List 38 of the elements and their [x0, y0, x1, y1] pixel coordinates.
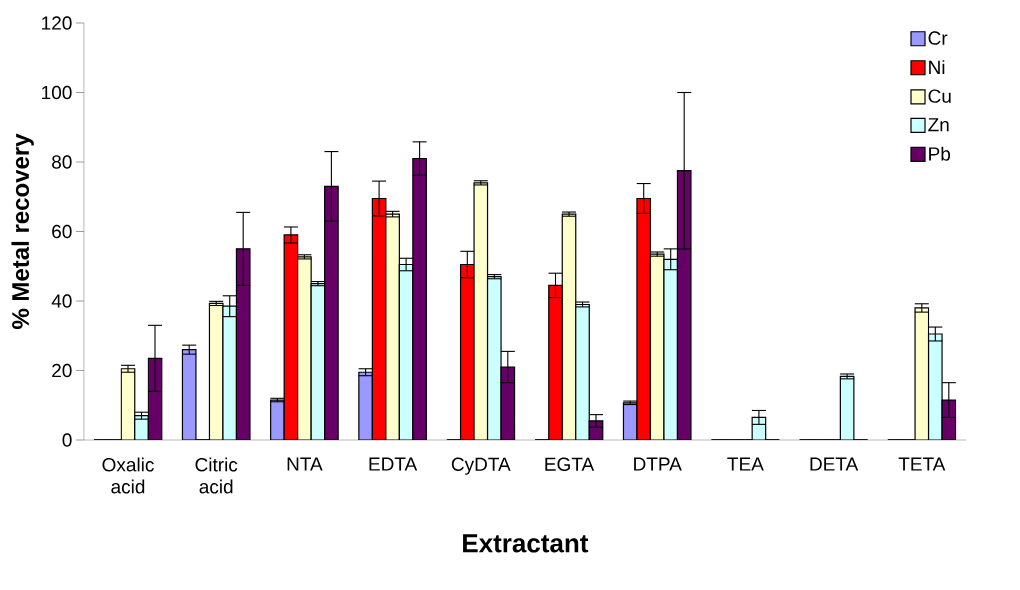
- bar: [324, 185, 339, 440]
- y-tick-label: 40: [51, 294, 72, 308]
- x-tick-label: TETA: [898, 457, 946, 471]
- x-tick-label: EDTA: [369, 457, 418, 471]
- bar: [283, 234, 299, 440]
- bar: [676, 170, 692, 440]
- bar: [473, 182, 489, 440]
- y-tick-label: 120: [42, 16, 72, 30]
- legend-label: Ni: [929, 60, 945, 74]
- bar: [486, 276, 502, 440]
- x-tick-label: DTPA: [634, 457, 682, 471]
- x-tick-label: NTA: [287, 457, 323, 471]
- x-tick-label: Citric acid: [195, 457, 238, 494]
- y-tick-label: 20: [52, 363, 72, 378]
- legend-label: Cu: [928, 89, 951, 103]
- y-axis-title: % Metal recovery: [11, 133, 34, 329]
- bar: [914, 307, 930, 440]
- bar: [622, 402, 638, 440]
- x-axis-title: Extractant: [463, 534, 589, 553]
- y-tick-label: 100: [42, 85, 72, 100]
- y-tick-label: 60: [52, 224, 72, 239]
- x-tick-label: Oxalic acid: [102, 457, 154, 494]
- bar: [548, 284, 563, 440]
- x-tick-label: DETA: [810, 457, 859, 471]
- y-tick-label: 80: [52, 155, 72, 169]
- bar: [134, 415, 149, 440]
- bar: [235, 248, 251, 440]
- bar: [181, 349, 197, 440]
- x-tick-label: TEA: [727, 457, 764, 471]
- legend-label: Cr: [928, 31, 948, 45]
- legend-label: Zn: [928, 118, 949, 132]
- x-tick-label: EGTA: [545, 457, 595, 471]
- bar: [120, 368, 136, 440]
- legend-label: Pb: [929, 146, 951, 161]
- bar: [310, 283, 326, 440]
- y-tick-label: 0: [62, 433, 72, 447]
- bar: [575, 303, 590, 440]
- x-tick-label: CyDTA: [451, 457, 511, 475]
